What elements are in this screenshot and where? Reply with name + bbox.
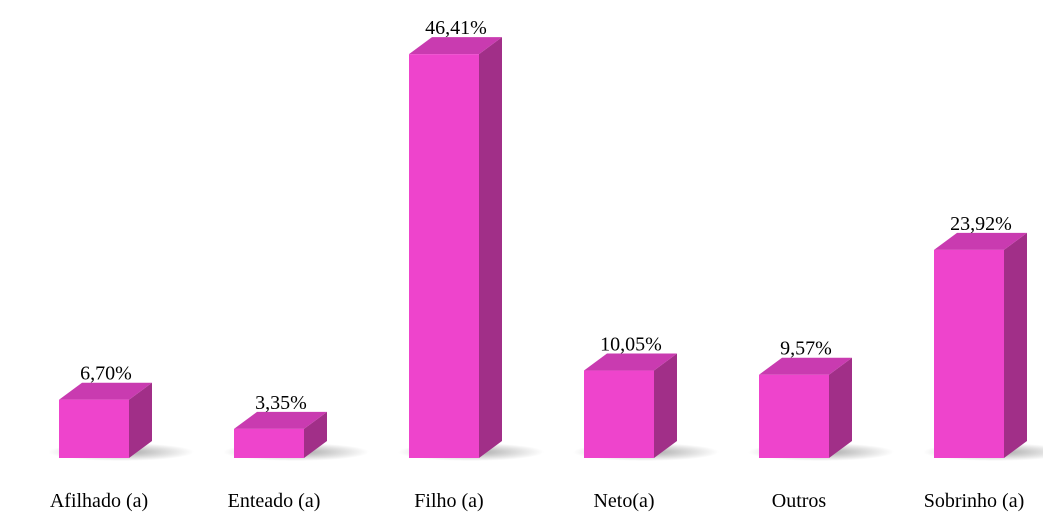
bar-front-enteado-a	[234, 428, 304, 458]
data-label-filho-a: 46,41%	[425, 17, 487, 39]
bar-side-neto-a	[654, 353, 677, 458]
bar-top-afilhado-a	[59, 382, 152, 400]
bar-side-sobrinho-a	[1004, 232, 1027, 458]
bar-top-enteado-a	[234, 411, 327, 429]
bar-side-outros	[829, 357, 852, 458]
bar-enteado-a	[234, 411, 327, 458]
bar-front-afilhado-a	[59, 399, 129, 458]
bar-filho-a	[409, 37, 502, 459]
bar-top-filho-a	[409, 37, 502, 55]
bar-front-sobrinho-a	[934, 249, 1004, 458]
bar-outros	[759, 357, 852, 458]
data-label-outros: 9,57%	[780, 338, 832, 360]
data-label-enteado-a: 3,35%	[255, 392, 307, 414]
value-labels: 6,70% 3,35% 46,41% 10,05% 9,57% 23,92%	[80, 17, 1012, 414]
bar-front-neto-a	[584, 370, 654, 458]
x-tick-label-afilhado-a: Afilhado (a)	[50, 490, 148, 512]
bar-afilhado-a	[59, 382, 152, 458]
bar-side-afilhado-a	[129, 382, 152, 458]
data-label-neto-a: 10,05%	[600, 334, 662, 356]
bars	[59, 37, 1027, 459]
bar-side-filho-a	[479, 37, 502, 459]
bar-sobrinho-a	[934, 232, 1027, 458]
bar-front-outros	[759, 374, 829, 458]
data-label-sobrinho-a: 23,92%	[950, 213, 1012, 235]
x-tick-label-sobrinho-a: Sobrinho (a)	[924, 490, 1025, 512]
bar-shadows	[48, 443, 1043, 461]
x-tick-label-outros: Outros	[772, 490, 827, 512]
bar-front-filho-a	[409, 54, 479, 459]
x-tick-label-enteado-a: Enteado (a)	[228, 490, 321, 512]
bar-top-outros	[759, 357, 852, 375]
bar-side-enteado-a	[304, 411, 327, 458]
data-label-afilhado-a: 6,70%	[80, 363, 132, 385]
x-tick-label-neto-a: Neto(a)	[593, 490, 654, 512]
bar-top-neto-a	[584, 353, 677, 371]
bar-neto-a	[584, 353, 677, 458]
x-axis-tick-labels: Afilhado (a) Enteado (a) Filho (a) Neto(a) O…	[50, 490, 1024, 512]
bar-top-sobrinho-a	[934, 232, 1027, 250]
x-tick-label-filho-a: Filho (a)	[414, 490, 483, 512]
